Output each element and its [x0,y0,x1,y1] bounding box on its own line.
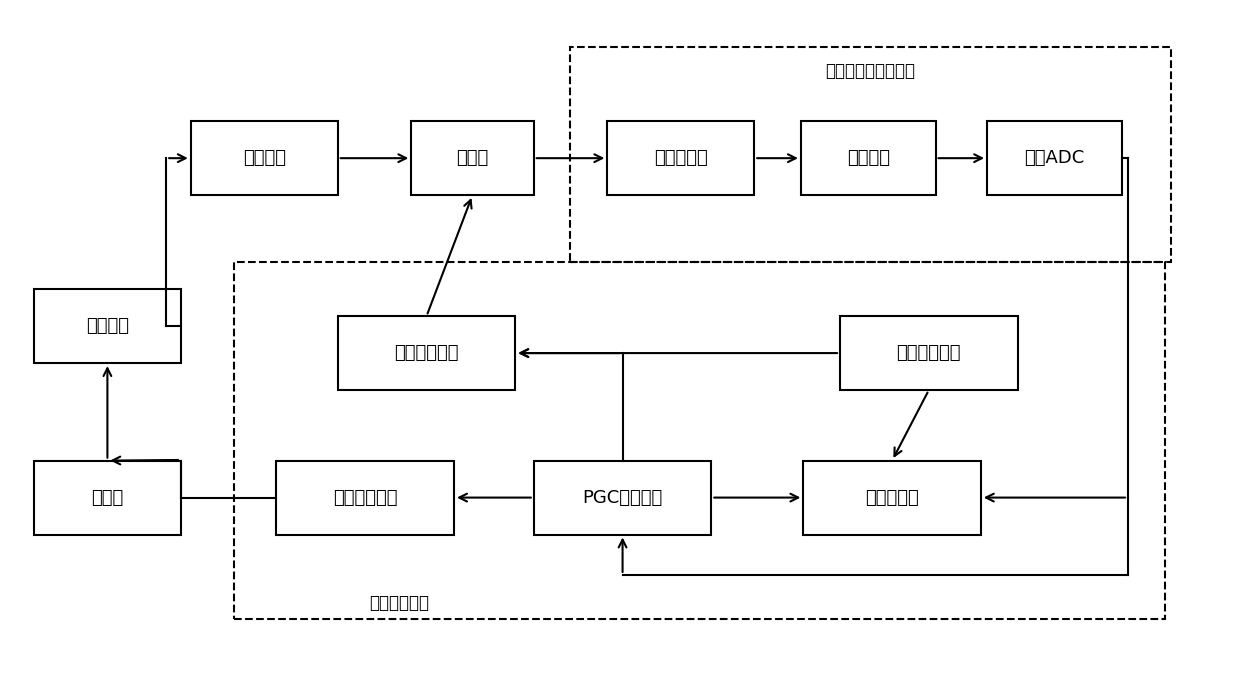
Text: 光源模块: 光源模块 [243,149,286,167]
Bar [276,460,455,534]
Text: 数据存储器: 数据存储器 [865,488,919,506]
Bar [570,47,1171,262]
Bar [840,316,1017,390]
Bar [607,121,755,195]
Bar [800,121,935,195]
Bar [987,121,1121,195]
Text: PGC解调系统: PGC解调系统 [582,488,663,506]
Bar [33,289,181,363]
Bar [33,460,181,534]
Text: 调制输出模块: 调制输出模块 [394,344,458,362]
Text: 光电探测器: 光电探测器 [654,149,707,167]
Text: 信号采集预处理模块: 信号采集预处理模块 [825,62,916,80]
Bar [338,316,515,390]
Bar [534,460,711,534]
Text: 高速ADC: 高速ADC [1025,149,1084,167]
Text: 放大电路: 放大电路 [846,149,890,167]
Text: 信号解调模块: 信号解调模块 [369,594,429,612]
Bar [803,460,981,534]
Bar [191,121,338,195]
Text: 同步时钟模块: 同步时钟模块 [897,344,961,362]
Text: 干涉仪: 干涉仪 [456,149,488,167]
Bar [234,262,1165,619]
Bar [411,121,534,195]
Text: 数据通信接口: 数据通信接口 [333,488,398,506]
Text: 上位机: 上位机 [92,488,124,506]
Text: 电源模块: 电源模块 [85,317,129,335]
